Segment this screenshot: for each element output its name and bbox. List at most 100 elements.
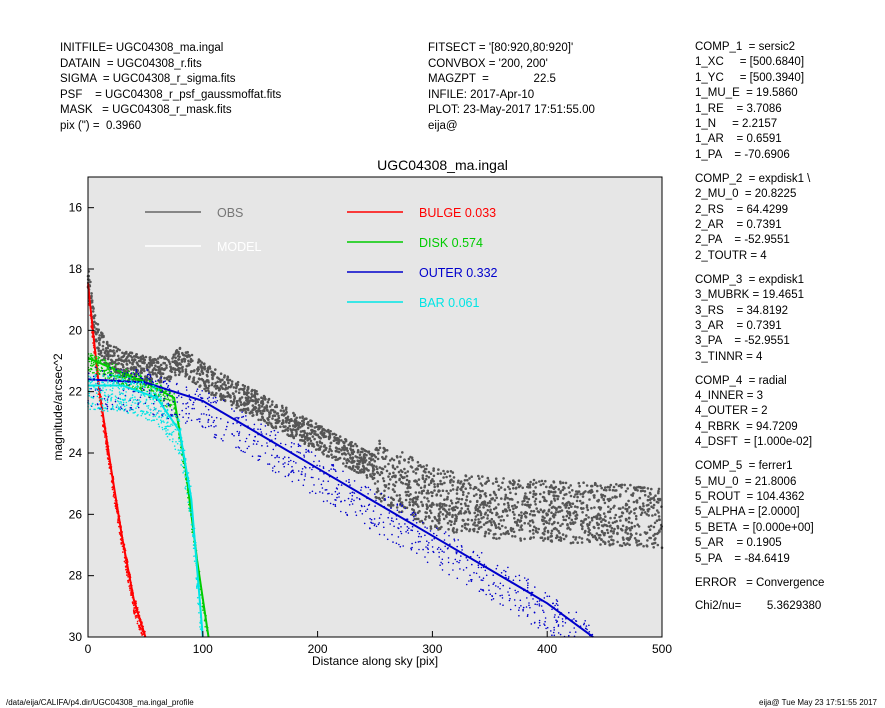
obs-point [408, 503, 412, 507]
model-point [137, 372, 140, 375]
model-point [146, 410, 148, 413]
obs-point [307, 444, 311, 448]
obs-point [567, 506, 571, 510]
obs-point [454, 505, 458, 509]
model-point [226, 425, 228, 428]
obs-point [219, 394, 222, 398]
obs-point [456, 486, 460, 489]
model-point [103, 409, 106, 412]
model-point [136, 616, 138, 619]
model-point [138, 374, 140, 376]
model-point [485, 574, 488, 577]
model-point [538, 619, 541, 622]
obs-point [585, 514, 588, 517]
model-point [100, 407, 103, 409]
obs-point [588, 539, 591, 542]
model-point [455, 552, 458, 555]
model-point [481, 589, 484, 591]
model-point [299, 445, 302, 447]
obs-point [530, 509, 533, 513]
obs-point [466, 478, 469, 482]
obs-point [395, 506, 399, 509]
obs-point [468, 528, 472, 531]
model-point [149, 398, 152, 401]
obs-point [340, 452, 344, 456]
model-point [122, 392, 124, 395]
obs-point [604, 486, 607, 489]
obs-point [335, 436, 339, 440]
obs-point [105, 349, 108, 353]
model-point [183, 466, 185, 469]
model-point [109, 389, 111, 391]
model-point [122, 403, 125, 406]
obs-point [633, 524, 636, 528]
obs-point [181, 353, 185, 357]
model-point [387, 516, 390, 519]
model-point [225, 428, 227, 431]
obs-point [269, 411, 272, 415]
model-point [266, 445, 269, 447]
model-point [93, 386, 95, 388]
obs-point [543, 499, 546, 503]
obs-point [416, 482, 419, 486]
model-point [112, 405, 114, 407]
model-point [548, 595, 551, 598]
obs-point [483, 534, 487, 538]
obs-point [291, 428, 294, 432]
obs-point [466, 507, 470, 511]
obs-point [645, 531, 649, 535]
obs-point [201, 378, 204, 382]
model-point [184, 476, 186, 478]
obs-point [553, 497, 556, 500]
obs-point [303, 431, 307, 435]
obs-point [374, 455, 378, 459]
model-point [213, 426, 215, 428]
component-param-line: 1_XC = [500.6840] [695, 56, 805, 69]
obs-point [561, 502, 564, 505]
obs-point [343, 457, 346, 461]
obs-point [317, 435, 321, 439]
obs-point [546, 536, 550, 539]
obs-point [214, 387, 218, 390]
obs-point [389, 505, 393, 509]
obs-point [377, 452, 380, 455]
model-point [90, 354, 93, 357]
obs-point [642, 504, 645, 508]
obs-point [445, 489, 449, 493]
obs-point [214, 368, 217, 371]
obs-point [129, 351, 132, 355]
model-point [158, 394, 161, 396]
obs-point [107, 355, 110, 359]
model-point [189, 511, 192, 514]
obs-point [561, 488, 565, 492]
model-point [151, 387, 154, 389]
obs-point [455, 497, 459, 500]
obs-point [216, 380, 219, 384]
model-point [304, 475, 307, 477]
obs-point [641, 502, 645, 505]
obs-point [460, 488, 463, 492]
obs-point [197, 377, 201, 381]
obs-point [550, 511, 553, 514]
model-point [477, 566, 480, 569]
model-point [109, 395, 111, 397]
model-point [208, 425, 210, 428]
model-point [302, 484, 305, 487]
obs-point [432, 474, 436, 478]
obs-point [309, 419, 312, 422]
model-point [455, 551, 457, 553]
obs-point [581, 492, 585, 496]
model-point [113, 382, 115, 384]
obs-point [106, 357, 110, 361]
model-point [480, 588, 482, 591]
model-point [383, 526, 385, 529]
obs-point [584, 490, 587, 493]
obs-point [121, 363, 125, 367]
component-param-line: 5_MU_0 = 21.8006 [695, 475, 797, 488]
model-point [447, 547, 449, 549]
model-point [128, 400, 130, 402]
model-point [158, 409, 160, 412]
model-point [272, 467, 274, 469]
obs-point [356, 449, 360, 452]
model-point [162, 394, 165, 396]
